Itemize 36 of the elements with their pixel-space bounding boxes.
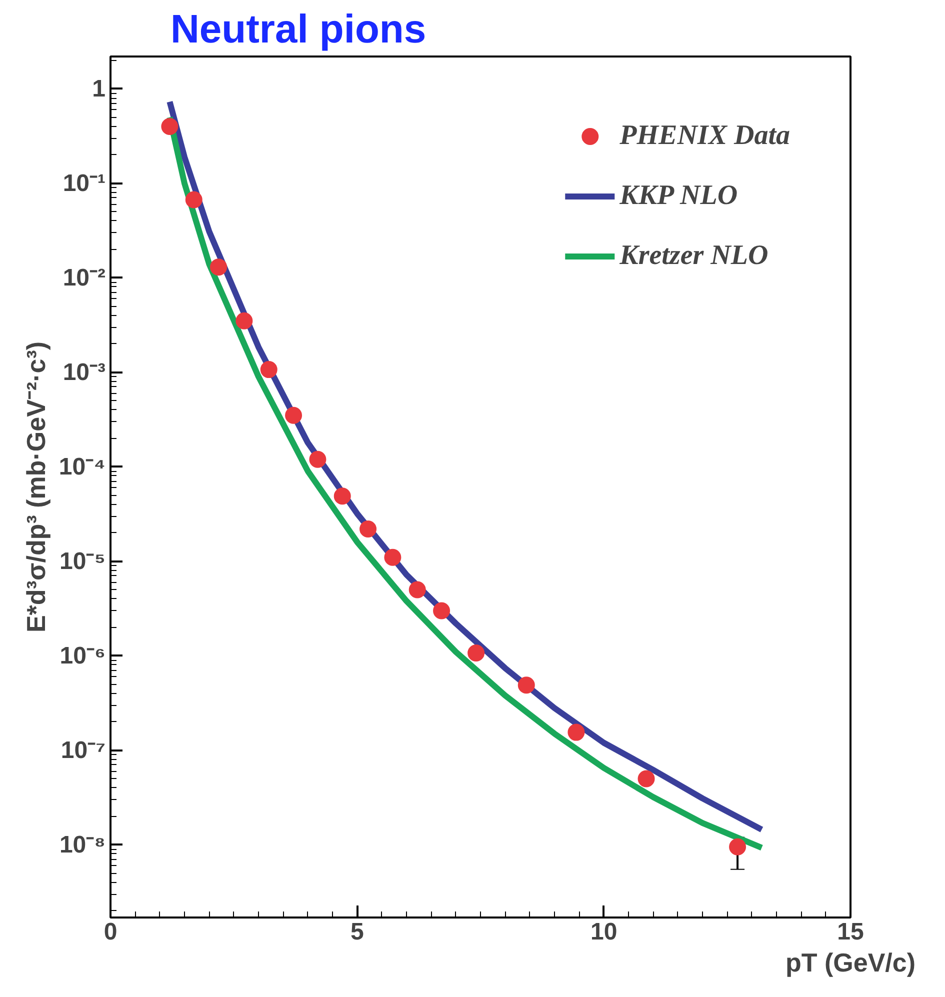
- legend-label: PHENIX Data: [620, 120, 790, 152]
- y-tick-label: 10⁻⁸: [59, 831, 106, 858]
- point: [210, 258, 228, 276]
- point: [334, 488, 351, 505]
- point: [384, 548, 402, 566]
- point: [236, 312, 253, 330]
- point: [309, 450, 326, 468]
- x-tick-label: 0: [104, 918, 118, 946]
- point: [260, 361, 278, 378]
- chart-title: Neutral pions: [170, 8, 426, 52]
- point: [285, 406, 302, 424]
- point: [185, 191, 202, 208]
- y-tick-label: 10⁻²: [62, 264, 106, 292]
- point: [161, 118, 178, 135]
- x-axis-title: pT (GeV/c): [785, 948, 916, 978]
- x-tick-label: 5: [350, 918, 364, 946]
- point: [433, 602, 450, 620]
- point: [638, 770, 655, 788]
- y-axis-title: E*d³σ/dp³ (mb·GeV⁻²·c³): [20, 341, 51, 633]
- y-tick-label: 10⁻³: [62, 358, 106, 386]
- legend-label: Kretzer NLO: [620, 240, 768, 272]
- x-tick-label: 15: [837, 918, 864, 946]
- y-tick-label: 10⁻⁶: [60, 642, 106, 670]
- point: [360, 520, 377, 538]
- point: [568, 724, 585, 741]
- y-tick-label: 10⁻⁵: [60, 548, 106, 575]
- point: [408, 581, 426, 598]
- y-tick-label: 10⁻⁷: [60, 736, 106, 764]
- y-tick-label: 10⁻¹: [62, 170, 106, 197]
- y-tick-label: 1: [92, 75, 106, 102]
- point: [518, 676, 535, 694]
- point: [729, 838, 746, 856]
- legend-label: KKP NLO: [620, 180, 738, 212]
- x-tick-label: 10: [590, 918, 618, 946]
- point: [468, 644, 485, 662]
- y-tick-label: 10⁻⁴: [58, 453, 106, 480]
